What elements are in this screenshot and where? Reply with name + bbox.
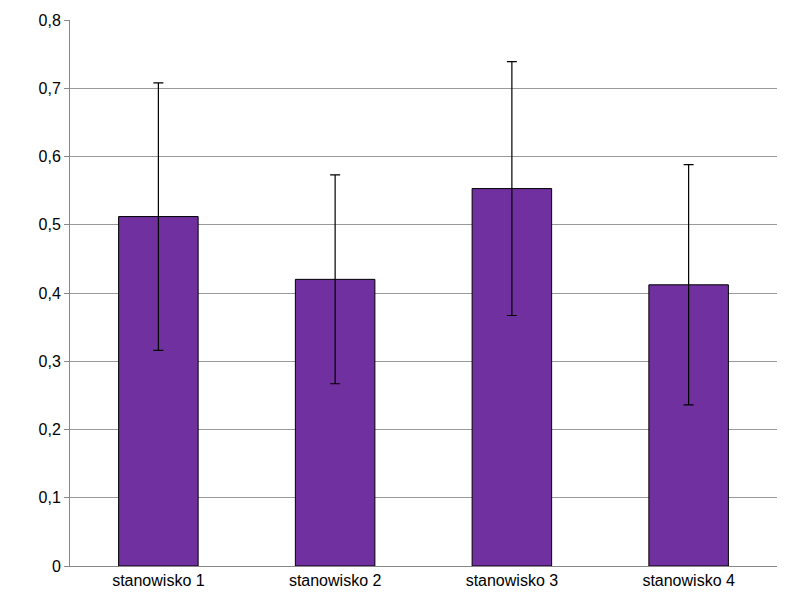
svg-text:0,1: 0,1 (39, 489, 61, 506)
svg-text:stanowisko 2: stanowisko 2 (289, 572, 382, 589)
svg-text:0,6: 0,6 (39, 148, 61, 165)
svg-text:0: 0 (52, 558, 61, 575)
svg-text:0,4: 0,4 (39, 285, 61, 302)
svg-text:stanowisko 3: stanowisko 3 (466, 572, 559, 589)
svg-text:0,2: 0,2 (39, 421, 61, 438)
svg-text:stanowisko 1: stanowisko 1 (112, 572, 205, 589)
svg-text:0,8: 0,8 (39, 12, 61, 29)
svg-text:stanowisko 4: stanowisko 4 (642, 572, 735, 589)
svg-text:0,5: 0,5 (39, 216, 61, 233)
svg-text:0,3: 0,3 (39, 353, 61, 370)
svg-text:0,7: 0,7 (39, 80, 61, 97)
